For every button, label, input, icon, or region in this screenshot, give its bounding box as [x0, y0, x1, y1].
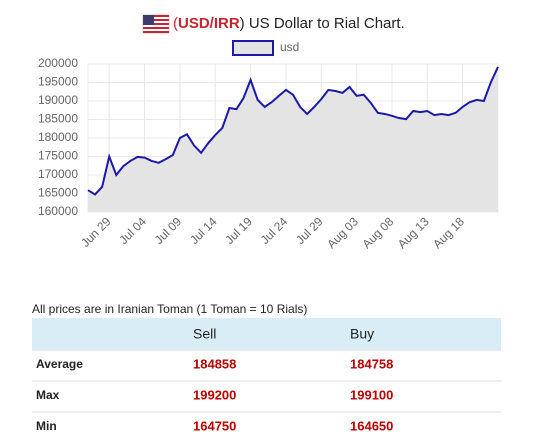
price-cell: 164750 — [193, 418, 236, 433]
table-header-cell: Sell — [193, 326, 216, 342]
y-tick-label: 180000 — [38, 130, 78, 144]
price-cell: 184758 — [350, 356, 393, 371]
row-label: Max — [36, 388, 60, 402]
x-tick-label: Jul 29 — [293, 214, 326, 247]
row-label: Average — [36, 357, 83, 371]
us-flag — [142, 14, 170, 34]
y-tick-label: 200000 — [38, 56, 78, 70]
title-text: ) US Dollar to Rial Chart. — [240, 15, 405, 32]
chart: 160000 165000 170000 175000 180000 185000 1900… — [38, 40, 499, 251]
x-tick-label: Aug 18 — [430, 214, 467, 251]
legend-label: usd — [280, 40, 299, 54]
table-header-bg — [32, 318, 501, 350]
y-tick-label: 175000 — [38, 149, 78, 163]
title-open: ( — [173, 15, 178, 32]
table-header-cell: Buy — [350, 326, 374, 342]
x-tick-label: Jul 24 — [258, 214, 291, 247]
x-tick-label: Jul 19 — [222, 214, 255, 247]
title-code: USD/IRR — [178, 15, 240, 32]
x-tick-label: Aug 03 — [324, 214, 361, 251]
y-tick-label: 195000 — [38, 75, 78, 89]
x-tick-label: Jul 09 — [152, 214, 185, 247]
row-label: Min — [36, 419, 57, 433]
price-cell: 199200 — [193, 387, 236, 402]
y-tick-label: 170000 — [38, 167, 78, 181]
price-table: Sell Buy Average 184858 184758 Max 199200 19910… — [32, 326, 501, 433]
area — [88, 66, 498, 213]
x-tick-label: Jun 29 — [78, 214, 114, 250]
price-cell: 184858 — [193, 356, 236, 371]
y-tick-label: 165000 — [38, 186, 78, 200]
legend-swatch — [232, 40, 274, 56]
x-tick-label: Aug 13 — [395, 214, 432, 251]
y-tick-label: 190000 — [38, 93, 78, 107]
y-tick-label: 160000 — [38, 204, 78, 218]
price-cell: 164650 — [350, 418, 393, 433]
table-note: All prices are in Iranian Toman (1 Toman… — [32, 302, 307, 316]
y-tick-label: 185000 — [38, 112, 78, 126]
x-tick-label: Aug 08 — [360, 214, 397, 251]
x-tick-label: Jul 14 — [187, 214, 220, 247]
chart-title: (USD/IRR) US Dollar to Rial Chart. — [173, 15, 405, 32]
line — [87, 66, 499, 196]
x-tick-label: Jul 04 — [116, 214, 149, 247]
price-cell: 199100 — [350, 387, 393, 402]
